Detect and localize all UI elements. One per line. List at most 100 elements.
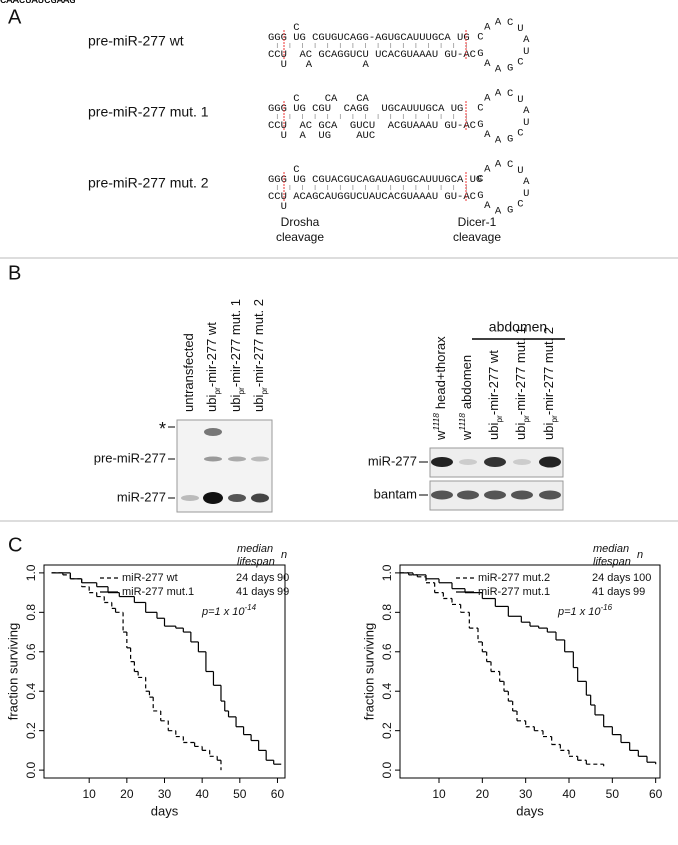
band: [181, 495, 199, 501]
panel-letter: B: [8, 262, 21, 284]
loop-base: G: [477, 190, 483, 202]
loop-base: C: [507, 17, 513, 29]
band: [459, 459, 477, 465]
y-tick-label: 0.0: [24, 761, 38, 778]
x-tick-label: 60: [649, 787, 663, 801]
x-axis-label: days: [516, 803, 544, 818]
loop-base: A: [495, 87, 502, 99]
legend-label: miR-277 mut.1: [122, 586, 194, 598]
y-tick-label: 0.0: [380, 761, 394, 778]
loop-base: C: [507, 159, 513, 171]
loop-base: U: [517, 23, 523, 35]
legend-n: 99: [277, 586, 289, 598]
lane-text: -mir-277 wt: [204, 322, 219, 387]
legend-label: miR-277 wt: [122, 572, 178, 584]
lane-subscript: pr: [236, 387, 246, 395]
legend-header: lifespan: [593, 556, 631, 568]
x-tick-label: 60: [271, 787, 285, 801]
loop-base: U: [523, 188, 529, 200]
lane-prefix: ubi: [228, 395, 243, 412]
legend-header: median: [237, 543, 273, 555]
y-tick-label: 0.6: [24, 643, 38, 660]
sequence: GGG UG CGUACGUCAGAUAGUGCAUUUGCA UG: [268, 174, 482, 186]
loop-base: A: [495, 158, 502, 170]
lane-label: ubipr-mir-277 mut. 1: [513, 327, 531, 440]
loop-base: A: [495, 134, 502, 146]
lane-label: untransfected: [181, 333, 196, 412]
x-tick-label: 40: [195, 787, 209, 801]
band: [228, 456, 246, 462]
x-tick-label: 10: [432, 787, 446, 801]
lane-label: w1118 abdomen: [457, 355, 474, 441]
lane-text: -mir-277 mut. 1: [228, 299, 243, 387]
band: [511, 490, 533, 500]
legend-label: miR-277 mut.2: [478, 572, 550, 584]
sequence: GGG UG CGU CAGG UGCAUUUGCA UG: [268, 103, 463, 115]
cleavage-label: Drosha: [281, 215, 320, 229]
y-tick-label: 0.4: [380, 683, 394, 700]
group-label: abdomen: [489, 319, 547, 335]
row-label: *: [159, 419, 166, 439]
band: [251, 456, 269, 462]
lane-text: untransfected: [181, 333, 196, 412]
loop-base: C: [517, 198, 523, 210]
x-tick-label: 20: [120, 787, 134, 801]
p-value: p=1 x 10-14: [201, 603, 257, 618]
sequence: CCU ACAGCAUGGUCUAUCACGUAAAU GU-AC: [268, 191, 476, 203]
loop-base: A: [484, 200, 491, 212]
lane-subscript: pr: [521, 415, 531, 423]
band: [484, 490, 506, 500]
p-value-exponent: -14: [245, 603, 257, 612]
p-value: p=1 x 10-16: [557, 603, 613, 618]
band: [251, 493, 269, 503]
legend-header: lifespan: [237, 556, 275, 568]
loop-base: C: [507, 88, 513, 100]
panel-letter: A: [8, 6, 22, 28]
lane-label: ubipr-mir-277 mut. 1: [228, 299, 246, 412]
x-tick-label: 30: [158, 787, 172, 801]
lane-label: ubipr-mir-277 mut. 2: [251, 299, 269, 412]
legend-n: 90: [277, 572, 289, 584]
band: [457, 490, 479, 500]
lane-prefix: ubi: [204, 395, 219, 412]
band: [431, 457, 453, 467]
loop-base: U: [517, 94, 523, 106]
loop-base: U: [523, 46, 529, 58]
lane-text: -mir-277 mut. 1: [513, 327, 528, 415]
loop-base: A: [523, 176, 530, 188]
right-blot: [429, 338, 565, 511]
lane-text: -mir-277 wt: [486, 350, 501, 415]
cleavage-label: Dicer-1: [458, 215, 497, 229]
lane-label: ubipr-mir-277 mut. 2: [541, 327, 559, 440]
x-tick-label: 10: [83, 787, 97, 801]
band: [203, 492, 223, 504]
band: [204, 428, 222, 436]
lane-text: -mir-277 mut. 2: [541, 327, 556, 415]
loop-base: A: [523, 105, 530, 117]
legend-n: 99: [633, 586, 645, 598]
band: [539, 456, 561, 468]
loop-base: A: [484, 129, 491, 141]
lane-superscript: 1118: [431, 413, 441, 431]
sequence: C CA CA: [268, 93, 370, 105]
y-tick-label: 0.4: [24, 683, 38, 700]
legend-median: 41 days: [592, 586, 631, 598]
sequence: GGG UG CGUGUCAGG-AGUGCAUUUGCA UG: [268, 32, 470, 44]
loop-base: A: [484, 22, 491, 34]
loop-base: C: [477, 32, 483, 44]
loop-base: G: [507, 63, 513, 75]
y-tick-label: 0.6: [380, 643, 394, 660]
cleavage-label: cleavage: [453, 230, 501, 244]
lane-prefix: ubi: [251, 395, 266, 412]
loop-base: C: [477, 174, 483, 186]
y-tick-label: 0.2: [380, 722, 394, 739]
lane-label: ubipr-mir-277 wt: [486, 350, 504, 440]
loop-base: A: [495, 205, 502, 217]
loop-base: A: [484, 164, 491, 176]
p-value-exponent: -16: [601, 603, 613, 612]
loop-base: C: [477, 103, 483, 115]
sequence: U A UG AUC: [268, 130, 375, 142]
lane-prefix: ubi: [486, 423, 501, 440]
row-label: miR-277: [368, 453, 417, 468]
